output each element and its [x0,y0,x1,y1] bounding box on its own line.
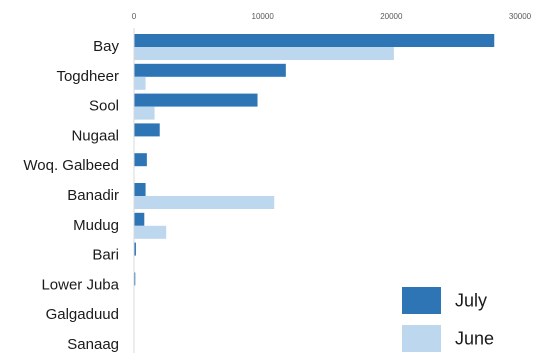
bar-june-sool [134,106,155,120]
legend-swatch-june [402,325,441,352]
bar-june-banadir [134,196,275,209]
bar-july-togdheer [134,63,286,77]
x-tick-label: 20000 [380,12,403,21]
category-label: Banadir [67,187,119,204]
bar-july-nugaal [134,123,160,137]
category-labels: Bay Togdheer Sool Nugaal Woq. Galbeed Banadir… [23,38,119,353]
bar-june-mudug [134,225,167,239]
bar-july-woq-galbeed [134,153,147,167]
category-label: Sanaag [67,336,119,353]
bar-july-mudug [134,212,145,226]
x-tick-label: 10000 [252,12,275,21]
bar-july-sool [134,93,258,107]
category-label: Lower Juba [41,276,119,293]
bar-july-bari [134,242,136,256]
category-label: Sool [89,98,119,115]
category-label: Woq. Galbeed [23,157,119,174]
bar-july-banadir [134,183,146,196]
category-label: Bay [93,38,119,55]
category-label: Togdheer [56,68,119,85]
category-label: Bari [92,247,119,264]
bar-june-bay [134,47,394,60]
legend: July June [402,287,494,352]
legend-label-june: June [455,329,494,349]
x-tick-label: 0 [132,12,137,21]
bar-june-togdheer [134,76,146,90]
x-axis-ticks: 0 10000 20000 30000 [132,12,532,21]
category-label: Nugaal [71,127,119,144]
legend-swatch-july [402,287,441,314]
category-label: Galgaduud [46,306,119,323]
x-tick-label: 30000 [509,12,532,21]
category-label: Mudug [73,217,119,234]
legend-label-july: July [455,291,487,311]
bar-july-bay [134,34,495,47]
bars [134,34,495,345]
bar-july-lower-juba [134,272,136,286]
